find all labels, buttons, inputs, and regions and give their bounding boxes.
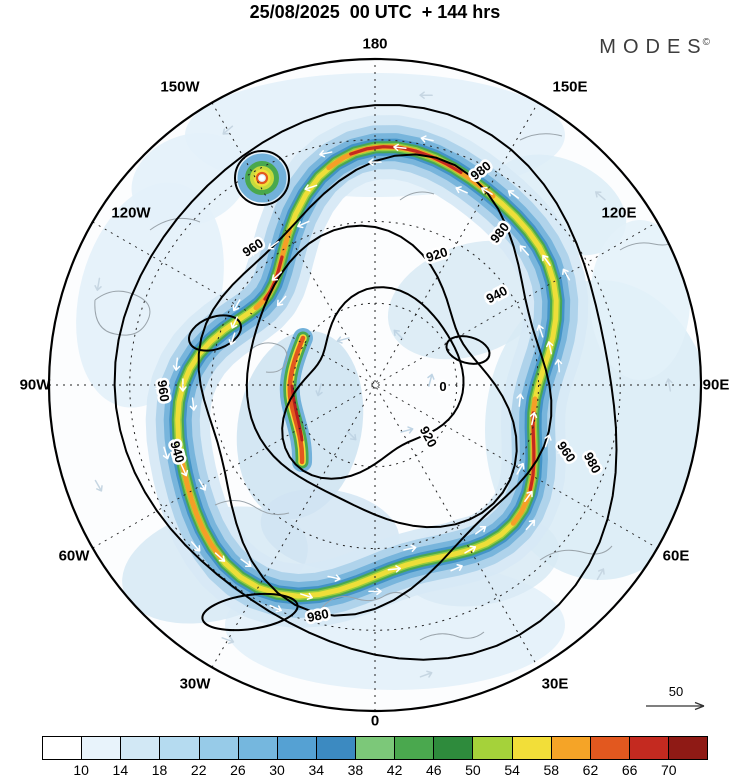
colorbar-cell [551,737,591,759]
colorbar-cell [160,737,200,759]
modes-logo: MODES© [599,36,710,59]
colorbar-tick-label: 34 [308,762,325,778]
logo-text: MODES [599,36,708,58]
colorbar-tick-label: 30 [269,762,285,778]
colorbar-tick-label: 54 [504,762,520,778]
lon-label-30w: 30W [179,675,211,693]
colorbar-cells [42,736,708,760]
colorbar-cell [356,737,396,759]
lon-label-90e: 90E [702,376,730,394]
reference-arrow-head [694,701,705,711]
reference-wind-arrow: 50 [646,684,705,711]
colorbar-tick-label: 50 [465,762,481,778]
colorbar-cell [82,737,122,759]
colorbar-tick-label: 62 [582,762,599,778]
colorbar: 10 14 18 22 26 30 34 38 42 46 50 54 58 62 66 70 [42,736,708,780]
colorbar-cell [121,737,161,759]
lon-label-120w: 120W [111,204,151,222]
lon-label-30e: 30E [541,675,569,693]
logo-copyright: © [702,37,710,49]
colorbar-cell [316,737,356,759]
colorbar-tick-label: 46 [425,762,442,778]
lon-label-60w: 60W [58,547,90,565]
reference-arrow-label: 50 [669,684,683,699]
colorbar-tick-label: 18 [151,762,168,778]
colorbar-tick-label: 10 [73,762,89,778]
colorbar-tick-label: 70 [661,762,677,778]
contour-label: 0 [439,379,446,394]
colorbar-tick-labels: 10 14 18 22 26 30 34 38 42 46 50 54 58 62 66 70 [42,762,708,780]
colorbar-cell [434,737,474,759]
lon-label-0: 0 [370,712,380,730]
colorbar-cell [43,737,83,759]
lon-label-180: 180 [362,35,388,53]
colorbar-tick-label: 42 [386,762,403,778]
lon-label-150w: 150W [160,78,200,96]
colorbar-cell [590,737,630,759]
colorbar-cell [629,737,669,759]
colorbar-cell [199,737,239,759]
lon-label-150e: 150E [552,78,588,96]
colorbar-tick-label: 58 [543,762,560,778]
colorbar-tick-label: 66 [621,762,638,778]
colorbar-cell [512,737,552,759]
colorbar-cell [277,737,317,759]
lon-label-120e: 120E [601,204,637,222]
page-title: 25/08/2025 00 UTC + 144 hrs [249,2,501,22]
colorbar-cell [473,737,513,759]
contour-label: 960 [155,379,173,403]
colorbar-cell [395,737,435,759]
polar-map: 980 980 980 980 960 960 960 940 940 920 920 0 50 18… [19,35,730,730]
colorbar-cell [669,737,708,759]
colorbar-tick-label: 22 [190,762,207,778]
colorbar-tick-label: 26 [230,762,246,778]
lon-label-60e: 60E [662,547,690,565]
colorbar-tick-label: 38 [347,762,364,778]
lon-label-90w: 90W [19,376,51,394]
colorbar-cell [238,737,278,759]
colorbar-tick-label: 14 [112,762,129,778]
map-graphics [49,59,701,711]
